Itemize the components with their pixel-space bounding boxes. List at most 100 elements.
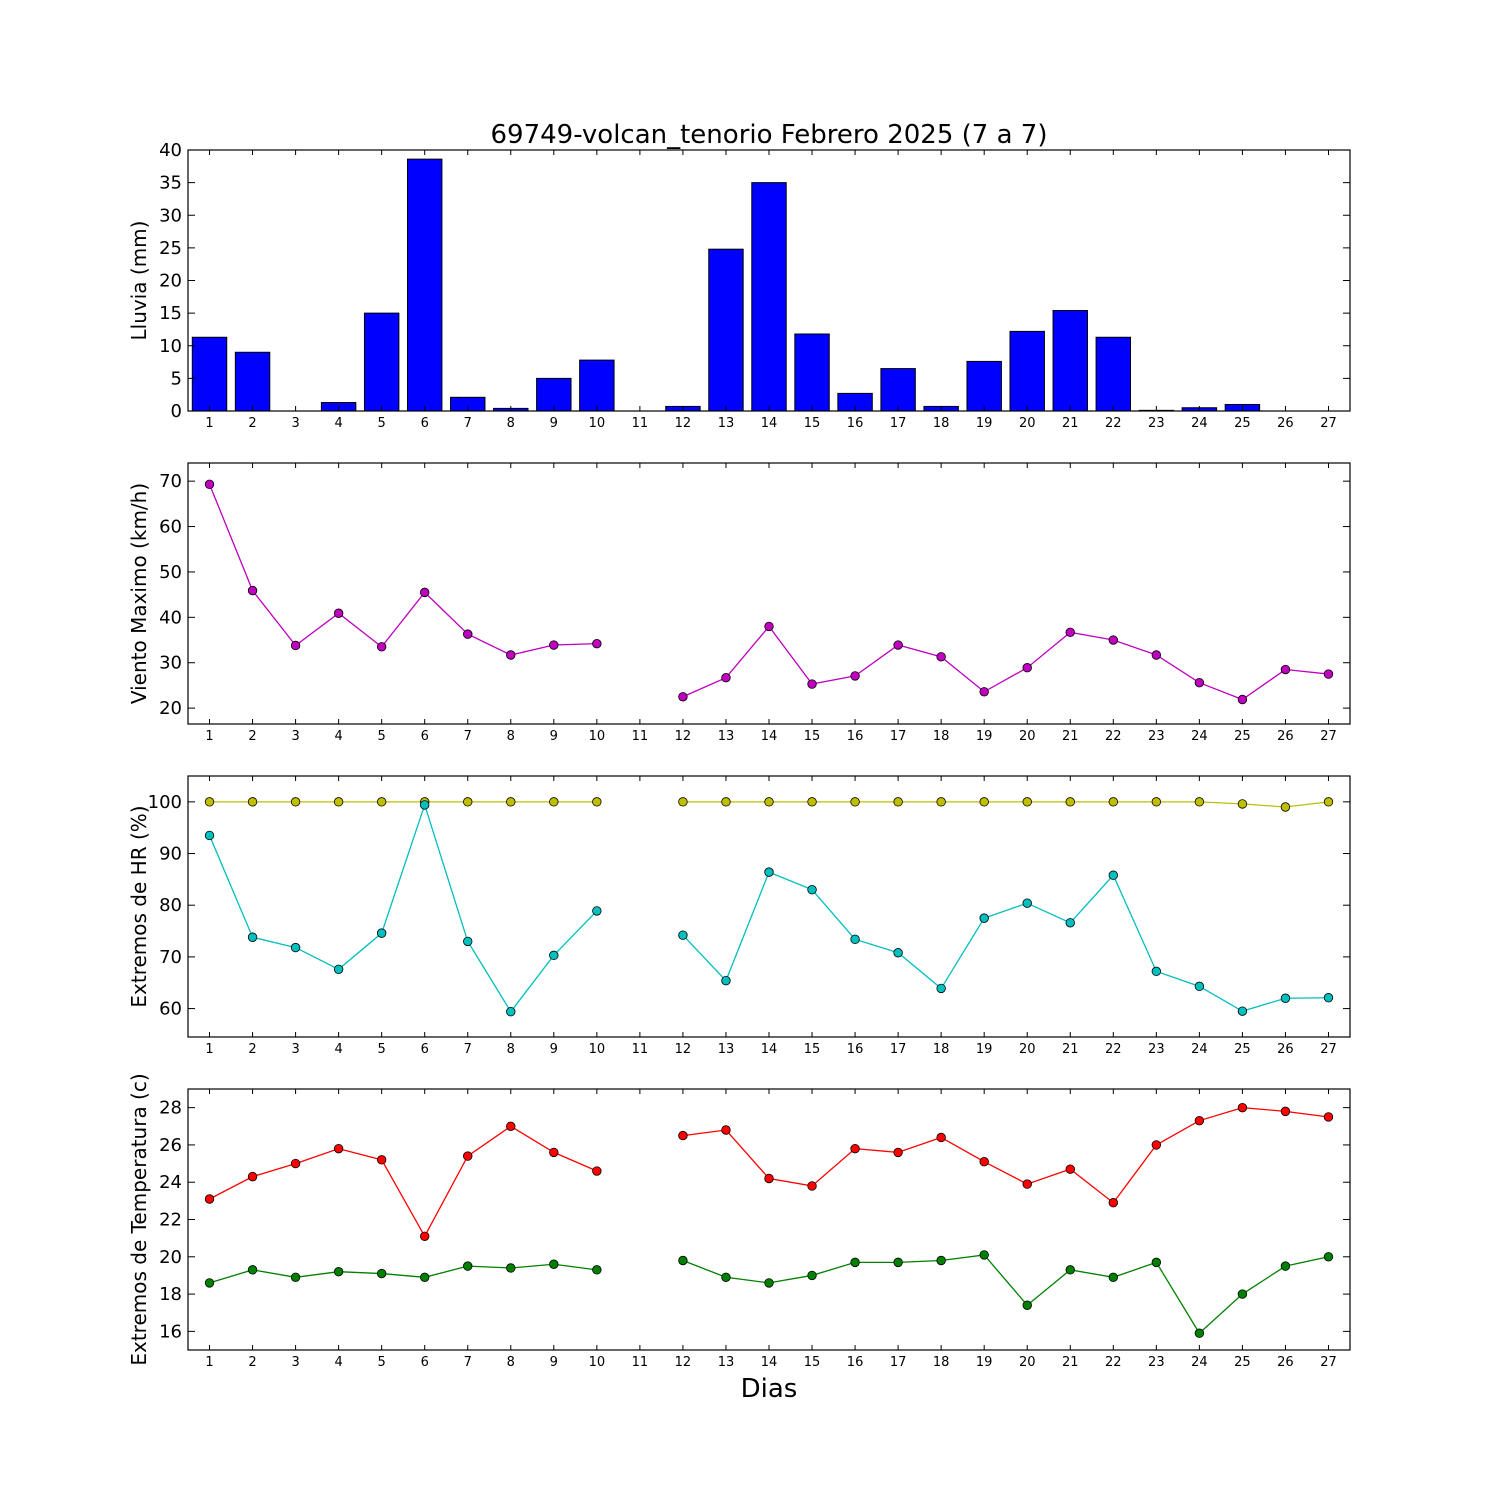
point-viento-day-15 — [807, 679, 817, 689]
point-temp_max-day-27 — [1323, 1112, 1334, 1122]
point-hr_min-day-23 — [1151, 966, 1162, 977]
point-hr_max-day-15 — [807, 797, 817, 807]
x-tick-label: 15 — [804, 1042, 821, 1057]
point-viento-day-16 — [850, 671, 860, 681]
point-hr_min-day-7 — [463, 936, 473, 947]
x-tick-label: 22 — [1105, 1042, 1122, 1057]
point-hr_min-day-4 — [333, 964, 344, 975]
panel-3: 1 2 3 4 5 6 7 8 9 10 11 12 13 14 15 16 17 18 19 20 21 22 23 24 2… — [127, 775, 1351, 1057]
x-tick-label: 20 — [1019, 1355, 1036, 1370]
point-temp_max-day-19 — [979, 1157, 989, 1167]
bar-day-5 — [363, 312, 400, 412]
point-hr_min-day-5 — [376, 928, 387, 938]
y-tick-label: 22 — [159, 1210, 182, 1231]
point-temp_max-day-15 — [807, 1181, 817, 1191]
x-tick-label: 9 — [550, 416, 558, 431]
point-viento-day-19 — [979, 687, 989, 697]
x-tick-label: 7 — [464, 1042, 472, 1057]
point-temp_max-day-3 — [290, 1158, 301, 1169]
series-line-temp_min — [682, 1254, 1329, 1335]
bar-day-19 — [966, 360, 1002, 412]
point-temp_min-day-18 — [936, 1255, 946, 1266]
point-temp_min-day-14 — [764, 1278, 774, 1288]
x-tick-label: 19 — [976, 1042, 993, 1057]
x-tick-label: 15 — [804, 416, 821, 431]
x-tick-label: 7 — [464, 1355, 472, 1370]
y-tick-label: 90 — [159, 844, 182, 865]
series-line-hr_max — [682, 801, 1329, 808]
x-axis-label: Dias — [741, 1374, 798, 1404]
point-viento-day-1 — [204, 479, 215, 490]
y-tick-label: 10 — [159, 336, 182, 357]
point-hr_max-day-16 — [850, 797, 860, 807]
point-viento-day-6 — [420, 587, 430, 598]
x-tick-label: 2 — [248, 1042, 256, 1057]
point-temp_min-day-20 — [1022, 1300, 1032, 1310]
bar-day-15 — [794, 333, 830, 412]
bar-day-6 — [406, 158, 443, 412]
point-hr_min-day-25 — [1237, 1006, 1248, 1016]
point-hr_max-day-13 — [721, 797, 731, 807]
point-hr_max-day-8 — [506, 797, 516, 807]
point-temp_max-day-17 — [893, 1147, 903, 1158]
point-viento-day-2 — [247, 585, 258, 596]
point-temp_max-day-4 — [333, 1143, 344, 1154]
x-tick-label: 17 — [890, 1042, 907, 1057]
x-tick-label: 14 — [761, 416, 778, 431]
x-tick-label: 18 — [933, 1355, 950, 1370]
point-hr_max-day-21 — [1065, 797, 1075, 807]
point-viento-day-12 — [678, 692, 688, 702]
x-tick-label: 14 — [761, 1042, 778, 1057]
x-tick-label: 17 — [890, 416, 907, 431]
y-tick-label: 70 — [159, 471, 182, 492]
x-tick-label: 21 — [1062, 416, 1079, 431]
x-tick-label: 12 — [675, 416, 692, 431]
point-temp_max-day-24 — [1194, 1115, 1205, 1126]
x-tick-label: 3 — [291, 1355, 299, 1370]
x-tick-label: 5 — [378, 416, 386, 431]
point-hr_min-day-1 — [204, 830, 215, 841]
point-viento-day-8 — [506, 650, 516, 660]
x-tick-label: 5 — [378, 729, 386, 744]
point-temp_min-day-10 — [592, 1265, 602, 1275]
series-line-hr_min — [208, 802, 598, 1013]
x-tick-label: 17 — [890, 1355, 907, 1370]
x-tick-label: 6 — [421, 1355, 429, 1370]
x-tick-label: 6 — [421, 729, 429, 744]
x-tick-label: 1 — [205, 1355, 213, 1370]
point-hr_min-day-6 — [420, 800, 430, 810]
chart-panels: 1 2 3 4 5 6 7 8 9 10 11 12 13 14 15 16 17 18 19 20 21 22 23 24 2… — [127, 140, 1351, 1370]
point-temp_min-day-3 — [290, 1272, 301, 1282]
y-axis-label: Viento Maximo (km/h) — [127, 483, 151, 704]
point-temp_min-day-26 — [1280, 1261, 1291, 1271]
x-tick-label: 27 — [1320, 729, 1337, 744]
x-tick-label: 8 — [507, 729, 515, 744]
bar-day-21 — [1052, 310, 1088, 412]
x-tick-label: 13 — [718, 1042, 735, 1057]
x-tick-label: 14 — [761, 1355, 778, 1370]
point-hr_min-day-20 — [1022, 898, 1032, 908]
x-tick-label: 14 — [761, 729, 778, 744]
y-tick-label: 60 — [159, 517, 182, 538]
point-hr_max-day-1 — [204, 797, 215, 807]
panel-4: 1 2 3 4 5 6 7 8 9 10 11 12 13 14 15 16 17 18 19 20 21 22 23 24 2… — [127, 1073, 1351, 1370]
y-tick-label: 24 — [159, 1172, 182, 1193]
x-tick-label: 20 — [1019, 1042, 1036, 1057]
x-tick-label: 23 — [1148, 1355, 1165, 1370]
y-tick-label: 18 — [159, 1284, 182, 1305]
point-temp_min-day-8 — [506, 1263, 516, 1273]
y-tick-label: 0 — [171, 401, 182, 422]
y-tick-label: 50 — [159, 562, 182, 583]
chart-title: 69749-volcan_tenorio Febrero 2025 (7 a 7… — [491, 120, 1048, 150]
point-hr_min-day-18 — [936, 983, 946, 994]
x-tick-label: 8 — [507, 416, 515, 431]
y-tick-label: 20 — [159, 698, 182, 719]
x-tick-label: 4 — [334, 1042, 342, 1057]
x-tick-label: 24 — [1191, 1355, 1208, 1370]
point-temp_max-day-26 — [1280, 1106, 1291, 1117]
point-hr_min-day-2 — [247, 932, 258, 942]
point-temp_max-day-25 — [1237, 1102, 1248, 1113]
point-temp_max-day-7 — [463, 1151, 473, 1161]
point-temp_max-day-10 — [592, 1166, 602, 1176]
point-viento-day-24 — [1194, 677, 1205, 688]
